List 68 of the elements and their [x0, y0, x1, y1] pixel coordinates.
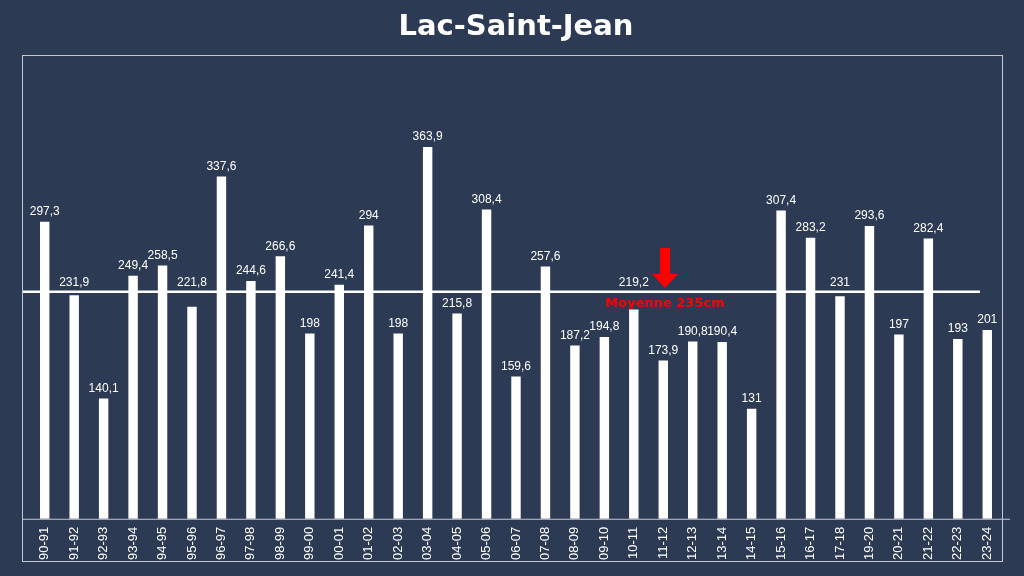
data-label: 308,4: [471, 191, 502, 206]
data-label: 193: [947, 321, 969, 336]
x-tick-label: 00-01: [330, 526, 346, 560]
x-tick-label: 16-17: [802, 526, 818, 560]
x-tick-label: 14-15: [743, 526, 759, 560]
x-tick-label: 06-07: [507, 526, 523, 560]
data-label: 221,8: [176, 275, 208, 290]
x-tick-label: 02-03: [389, 526, 405, 560]
data-label: 159,6: [500, 358, 532, 373]
data-label: 297,3: [29, 204, 61, 219]
data-label: 201: [977, 312, 998, 327]
chart-title: Lac-Saint-Jean: [398, 7, 634, 42]
x-tick-label: 21-22: [919, 526, 935, 560]
data-label: 282,4: [913, 220, 944, 235]
x-tick-label: 01-02: [360, 526, 376, 560]
x-tick-label: 93-94: [124, 526, 140, 560]
data-label: 249,4: [118, 257, 149, 272]
x-tick-label: 15-16: [772, 526, 788, 560]
data-label: 307,4: [766, 192, 797, 207]
x-tick-label: 12-13: [684, 526, 700, 560]
data-label: 173,9: [648, 342, 679, 357]
x-tick-label: 23-24: [978, 526, 994, 560]
data-label: 258,5: [147, 247, 178, 262]
data-label: 231: [829, 275, 851, 290]
x-tick-label: 97-98: [242, 526, 258, 560]
data-label: 187,2: [559, 327, 591, 342]
data-label: 215,8: [442, 295, 473, 310]
data-label: 293,6: [854, 208, 885, 223]
x-tick-label: 91-92: [65, 526, 81, 560]
x-tick-label: 07-08: [537, 526, 553, 560]
x-tick-label: 96-97: [213, 526, 229, 560]
x-tick-label: 94-95: [154, 526, 170, 560]
data-label: 363,9: [412, 129, 443, 144]
x-tick-label: 10-11: [625, 526, 641, 560]
data-label: 283,2: [795, 220, 826, 234]
data-label: 219,2: [618, 275, 650, 290]
data-label: 231,9: [59, 275, 90, 290]
x-tick-label: 03-04: [419, 526, 435, 560]
data-label: 241,4: [324, 266, 355, 281]
x-tick-label: 17-18: [831, 526, 847, 560]
x-tick-label: 95-96: [183, 526, 199, 560]
x-tick-label: 05-06: [478, 526, 494, 560]
data-label: 244,6: [235, 263, 267, 278]
x-tick-label: 99-00: [301, 526, 317, 560]
data-label: 337,6: [206, 158, 237, 173]
x-tick-label: 08-09: [566, 526, 582, 560]
x-tick-label: 04-05: [448, 526, 464, 560]
ref-line-label: Moyenne 235cm: [605, 294, 725, 310]
x-tick-label: 20-21: [890, 526, 906, 560]
x-tick-label: 09-10: [595, 526, 611, 560]
x-tick-label: 11-12: [654, 526, 670, 560]
data-label: 197: [888, 316, 910, 331]
data-label: 198: [299, 315, 321, 330]
x-tick-label: 92-93: [95, 526, 111, 560]
data-label: 140,1: [88, 380, 119, 395]
data-label: 190,4: [707, 324, 738, 339]
data-label: 294: [358, 207, 380, 222]
x-tick-label: 98-99: [271, 526, 287, 560]
data-label: 194,8: [589, 319, 620, 334]
data-label: 257,6: [530, 248, 561, 263]
data-label: 266,6: [265, 238, 296, 253]
x-tick-label: 19-20: [861, 526, 877, 560]
x-tick-label: 90-91: [36, 526, 52, 560]
x-tick-label: 22-23: [949, 526, 965, 560]
data-label: 190,8: [677, 323, 709, 338]
data-label: 131: [741, 390, 762, 405]
data-label: 198: [388, 315, 409, 330]
x-tick-label: 13-14: [713, 526, 729, 560]
